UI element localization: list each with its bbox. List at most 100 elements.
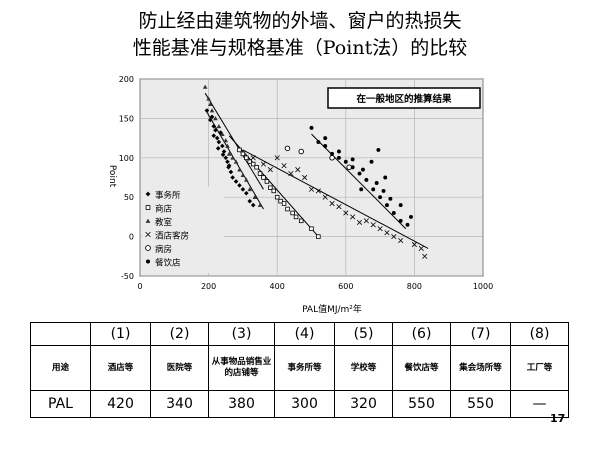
data-point-s3 [336, 204, 342, 210]
data-point-s5 [336, 149, 341, 154]
data-point-s5 [323, 144, 328, 148]
data-point-s5 [391, 211, 396, 215]
data-point-s1 [244, 155, 249, 161]
data-point-s1 [257, 171, 263, 176]
data-point-s1 [293, 214, 299, 220]
data-point-s3 [315, 188, 321, 194]
legend-label: 病房 [155, 244, 172, 255]
data-point-s0 [223, 155, 229, 161]
table-cell-uses: 学校等 [334, 345, 393, 391]
data-points [202, 84, 428, 259]
data-point-s5 [398, 203, 403, 208]
legend-marker [145, 259, 151, 264]
data-point-s5 [385, 203, 389, 208]
data-point-s5 [371, 187, 376, 192]
data-point-s5 [378, 195, 383, 200]
data-point-s5 [398, 218, 403, 223]
legend-bg [142, 187, 224, 273]
x-tick-label: 600 [338, 282, 353, 291]
data-point-s1 [254, 165, 259, 170]
x-tick-label: 200 [201, 282, 216, 291]
table-cell-numbers: (8) [510, 322, 569, 346]
table-cell-uses: 事务所等 [274, 345, 335, 391]
data-point-s3 [363, 218, 369, 224]
data-point-s1 [271, 188, 277, 194]
table-cell-numbers: (2) [150, 322, 209, 346]
data-point-s3 [422, 253, 428, 259]
data-point-s1 [237, 147, 242, 153]
table-row-numbers: (1) (2) (3) (4) (5) (6) (7) (8) [30, 322, 569, 346]
data-point-s5 [336, 155, 341, 160]
data-point-s5 [409, 214, 413, 219]
y-tick-label: 150 [119, 114, 134, 123]
data-point-s5 [381, 188, 386, 193]
table-cell-numbers: (4) [274, 322, 335, 346]
data-point-s2 [237, 167, 242, 172]
table-cell-numbers: (6) [392, 322, 451, 346]
x-tick-label: 1000 [473, 282, 493, 291]
data-point-s5 [350, 165, 355, 170]
data-point-s5 [388, 196, 393, 201]
data-point-s2 [223, 138, 229, 143]
data-point-s5 [376, 147, 381, 152]
slide-title: 防止经由建筑物的外墙、窗户的热损失 性能基准与规格基准（Point法）的比较 [0, 8, 600, 62]
data-point-s2 [225, 143, 230, 148]
legend-label: 餐饮店 [155, 258, 181, 269]
data-point-s3 [418, 245, 424, 252]
data-point-s2 [202, 84, 208, 89]
trend-line-2 [204, 92, 264, 190]
data-point-s3 [350, 214, 356, 220]
legend-marker [145, 245, 151, 251]
legend-label: 事务所 [155, 190, 181, 201]
data-point-s3 [370, 222, 376, 228]
data-point-s3 [322, 194, 328, 200]
data-point-s2 [220, 131, 225, 136]
legend-marker [145, 191, 151, 197]
data-point-s0 [213, 127, 218, 133]
table-cell-pal: PAL [30, 390, 91, 418]
legend-marker [145, 218, 151, 223]
data-point-s3 [267, 167, 273, 173]
data-point-s3 [398, 237, 404, 244]
y-tick-label: 50 [124, 193, 134, 202]
x-axis-label: PAL值MJ/m²年 [302, 303, 362, 315]
data-point-s2 [252, 194, 258, 200]
data-point-s4 [298, 148, 304, 155]
data-point-s2 [233, 159, 239, 164]
table-cell-pal: 420 [90, 390, 151, 418]
data-point-s3 [377, 226, 383, 232]
data-point-s5 [360, 167, 365, 172]
data-point-s5 [405, 222, 410, 227]
x-tick-label: 400 [270, 282, 285, 291]
x-tick-label: 0 [137, 282, 142, 291]
title-line-1: 防止经由建筑物的外墙、窗户的热损失 [138, 10, 462, 32]
data-point-s2 [216, 123, 222, 129]
table-cell-numbers: (3) [208, 322, 275, 346]
data-point-s2 [230, 155, 235, 160]
data-point-s3 [356, 219, 363, 225]
data-point-s5 [357, 171, 362, 176]
table-cell-uses: 餐饮店等 [392, 345, 451, 391]
data-point-s1 [274, 194, 280, 200]
data-point-s3 [329, 200, 335, 207]
table-row-uses: 用途 酒店等 医院等 从事物品销售业的店铺等 事务所等 学校等 餐饮店等 集会场所等 工厂等 [30, 345, 569, 391]
trend-line-0 [206, 111, 264, 210]
data-point-s5 [330, 151, 335, 156]
data-point-s1 [268, 185, 273, 190]
data-point-s5 [343, 159, 348, 164]
pal-standards-table: (1) (2) (3) (4) (5) (6) (7) (8) 用途 酒店等 医院等 从事物品销售业… [30, 322, 569, 418]
data-point-s1 [247, 159, 252, 164]
y-tick-label: 200 [119, 75, 134, 84]
data-point-s0 [228, 169, 234, 175]
data-point-s1 [281, 201, 287, 206]
data-point-s2 [208, 101, 213, 107]
data-point-s1 [250, 161, 256, 167]
title-line-2: 性能基准与规格基准（Point法）的比较 [132, 37, 468, 59]
legend-label: 酒店客房 [155, 231, 189, 242]
data-point-s2 [226, 151, 232, 156]
data-point-s0 [211, 123, 217, 129]
data-point-s3 [295, 167, 301, 173]
trend-line-3 [242, 149, 429, 249]
